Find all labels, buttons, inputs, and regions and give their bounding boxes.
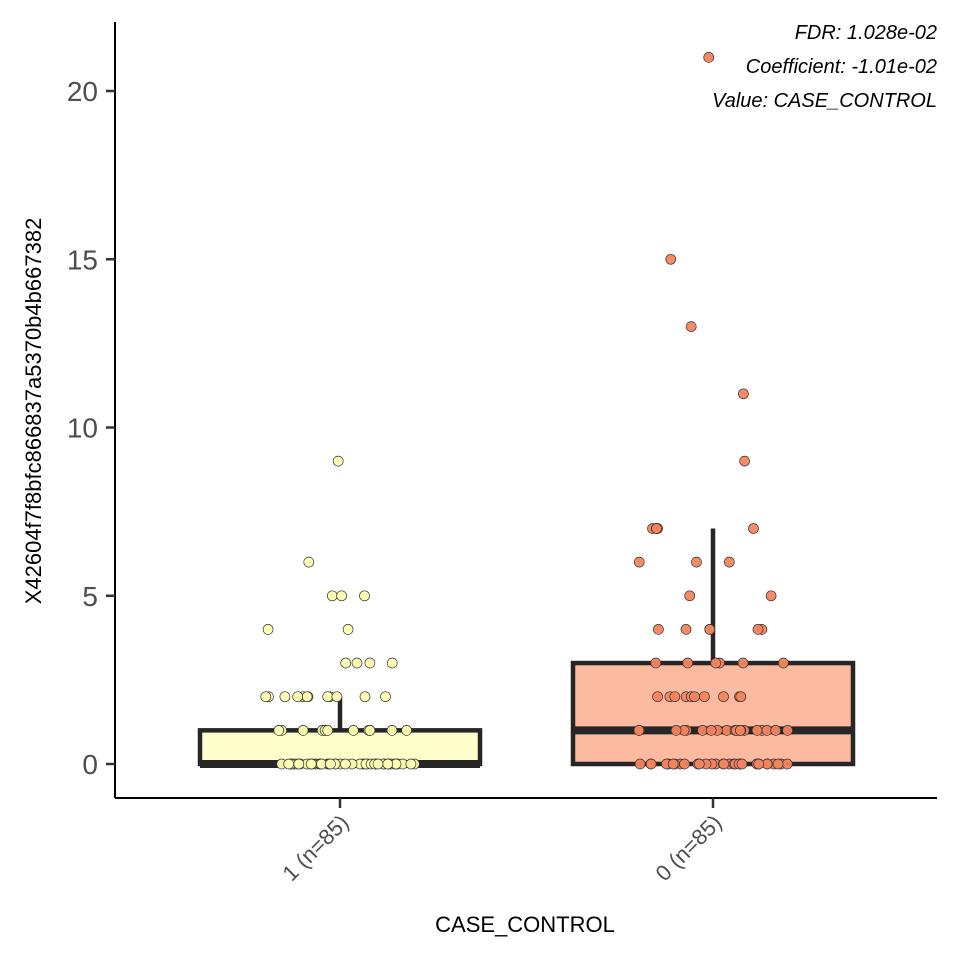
data-point xyxy=(386,657,398,669)
data-point xyxy=(691,556,702,568)
data-point xyxy=(651,523,662,534)
data-point xyxy=(340,657,352,669)
box xyxy=(570,660,856,767)
plot-area xyxy=(197,52,856,770)
data-point xyxy=(718,758,730,770)
data-point xyxy=(693,758,705,770)
data-point xyxy=(380,691,391,703)
data-point xyxy=(633,556,645,568)
data-point xyxy=(652,691,663,703)
data-point xyxy=(699,691,710,703)
data-point xyxy=(703,52,715,63)
data-point xyxy=(351,657,363,669)
data-point xyxy=(279,691,291,703)
data-point xyxy=(778,657,789,669)
data-point xyxy=(364,725,376,736)
data-point xyxy=(301,691,313,703)
data-point xyxy=(679,758,690,770)
data-point xyxy=(738,388,749,400)
data-point xyxy=(752,624,764,635)
data-point xyxy=(316,758,327,770)
annotation-block: FDR: 1.028e-02 Coefficient: -1.01e-02 Va… xyxy=(712,22,937,112)
data-point xyxy=(765,590,777,602)
data-point xyxy=(781,758,793,770)
data-point xyxy=(326,590,338,602)
data-point xyxy=(322,691,334,703)
data-point xyxy=(682,657,694,669)
data-point xyxy=(386,725,398,736)
data-point xyxy=(348,725,359,736)
data-point xyxy=(382,758,394,770)
data-point xyxy=(359,590,370,602)
data-point xyxy=(782,725,793,736)
box-group-0 xyxy=(570,52,856,770)
data-point xyxy=(669,691,681,703)
data-point xyxy=(325,758,336,770)
data-point xyxy=(342,624,354,635)
data-point xyxy=(772,758,784,770)
data-point xyxy=(283,758,295,770)
data-point xyxy=(723,556,735,568)
data-point xyxy=(405,758,417,770)
data-point xyxy=(667,758,679,770)
data-point xyxy=(734,725,746,736)
data-point xyxy=(650,657,662,669)
data-point xyxy=(705,725,717,736)
data-point xyxy=(735,691,747,703)
data-point xyxy=(737,657,749,669)
data-point xyxy=(401,725,412,736)
data-point xyxy=(751,725,763,736)
data-point xyxy=(359,691,371,703)
data-point xyxy=(260,691,272,703)
y-tick-label: 5 xyxy=(82,581,98,612)
data-point xyxy=(336,590,347,602)
data-point xyxy=(332,455,344,467)
data-point xyxy=(753,758,765,770)
data-point xyxy=(634,758,646,770)
x-axis-title: CASE_CONTROL xyxy=(435,912,615,937)
data-point xyxy=(710,657,722,669)
data-point xyxy=(770,725,782,736)
data-point xyxy=(305,758,317,770)
box-group-1 xyxy=(197,455,483,770)
data-point xyxy=(322,725,334,736)
annotation-fdr: FDR: 1.028e-02 xyxy=(795,22,937,44)
data-point xyxy=(273,725,285,736)
annotation-coefficient: Coefficient: -1.01e-02 xyxy=(746,56,937,78)
data-point xyxy=(297,725,309,736)
data-point xyxy=(684,590,696,602)
data-point xyxy=(748,523,759,534)
data-point xyxy=(293,758,305,770)
data-point xyxy=(739,455,750,467)
y-tick-label: 0 xyxy=(82,749,98,780)
data-point xyxy=(331,691,343,703)
data-point xyxy=(680,624,692,635)
data-point xyxy=(670,725,682,736)
data-point xyxy=(704,624,716,635)
data-point xyxy=(262,624,274,635)
data-point xyxy=(340,758,351,770)
data-point xyxy=(736,758,748,770)
data-point xyxy=(665,253,677,265)
y-axis-title: X42604f7f8bfc866837a5370b4b667382 xyxy=(21,218,46,605)
point-layer xyxy=(633,52,793,770)
data-point xyxy=(718,691,729,703)
data-point xyxy=(645,758,657,770)
x-tick-label: 0 (n=85) xyxy=(650,810,726,886)
data-point xyxy=(685,321,697,332)
data-point xyxy=(633,725,645,736)
data-point xyxy=(364,657,376,669)
data-point xyxy=(372,758,384,770)
data-point xyxy=(303,556,315,568)
data-point xyxy=(689,691,700,703)
data-point xyxy=(653,624,664,635)
y-tick-label: 10 xyxy=(67,413,98,444)
x-tick-label: 1 (n=85) xyxy=(277,810,353,886)
y-tick-label: 15 xyxy=(67,244,98,275)
annotation-value: Value: CASE_CONTROL xyxy=(712,90,937,112)
point-layer xyxy=(260,455,420,770)
y-tick-label: 20 xyxy=(67,76,98,107)
data-point xyxy=(292,691,304,703)
